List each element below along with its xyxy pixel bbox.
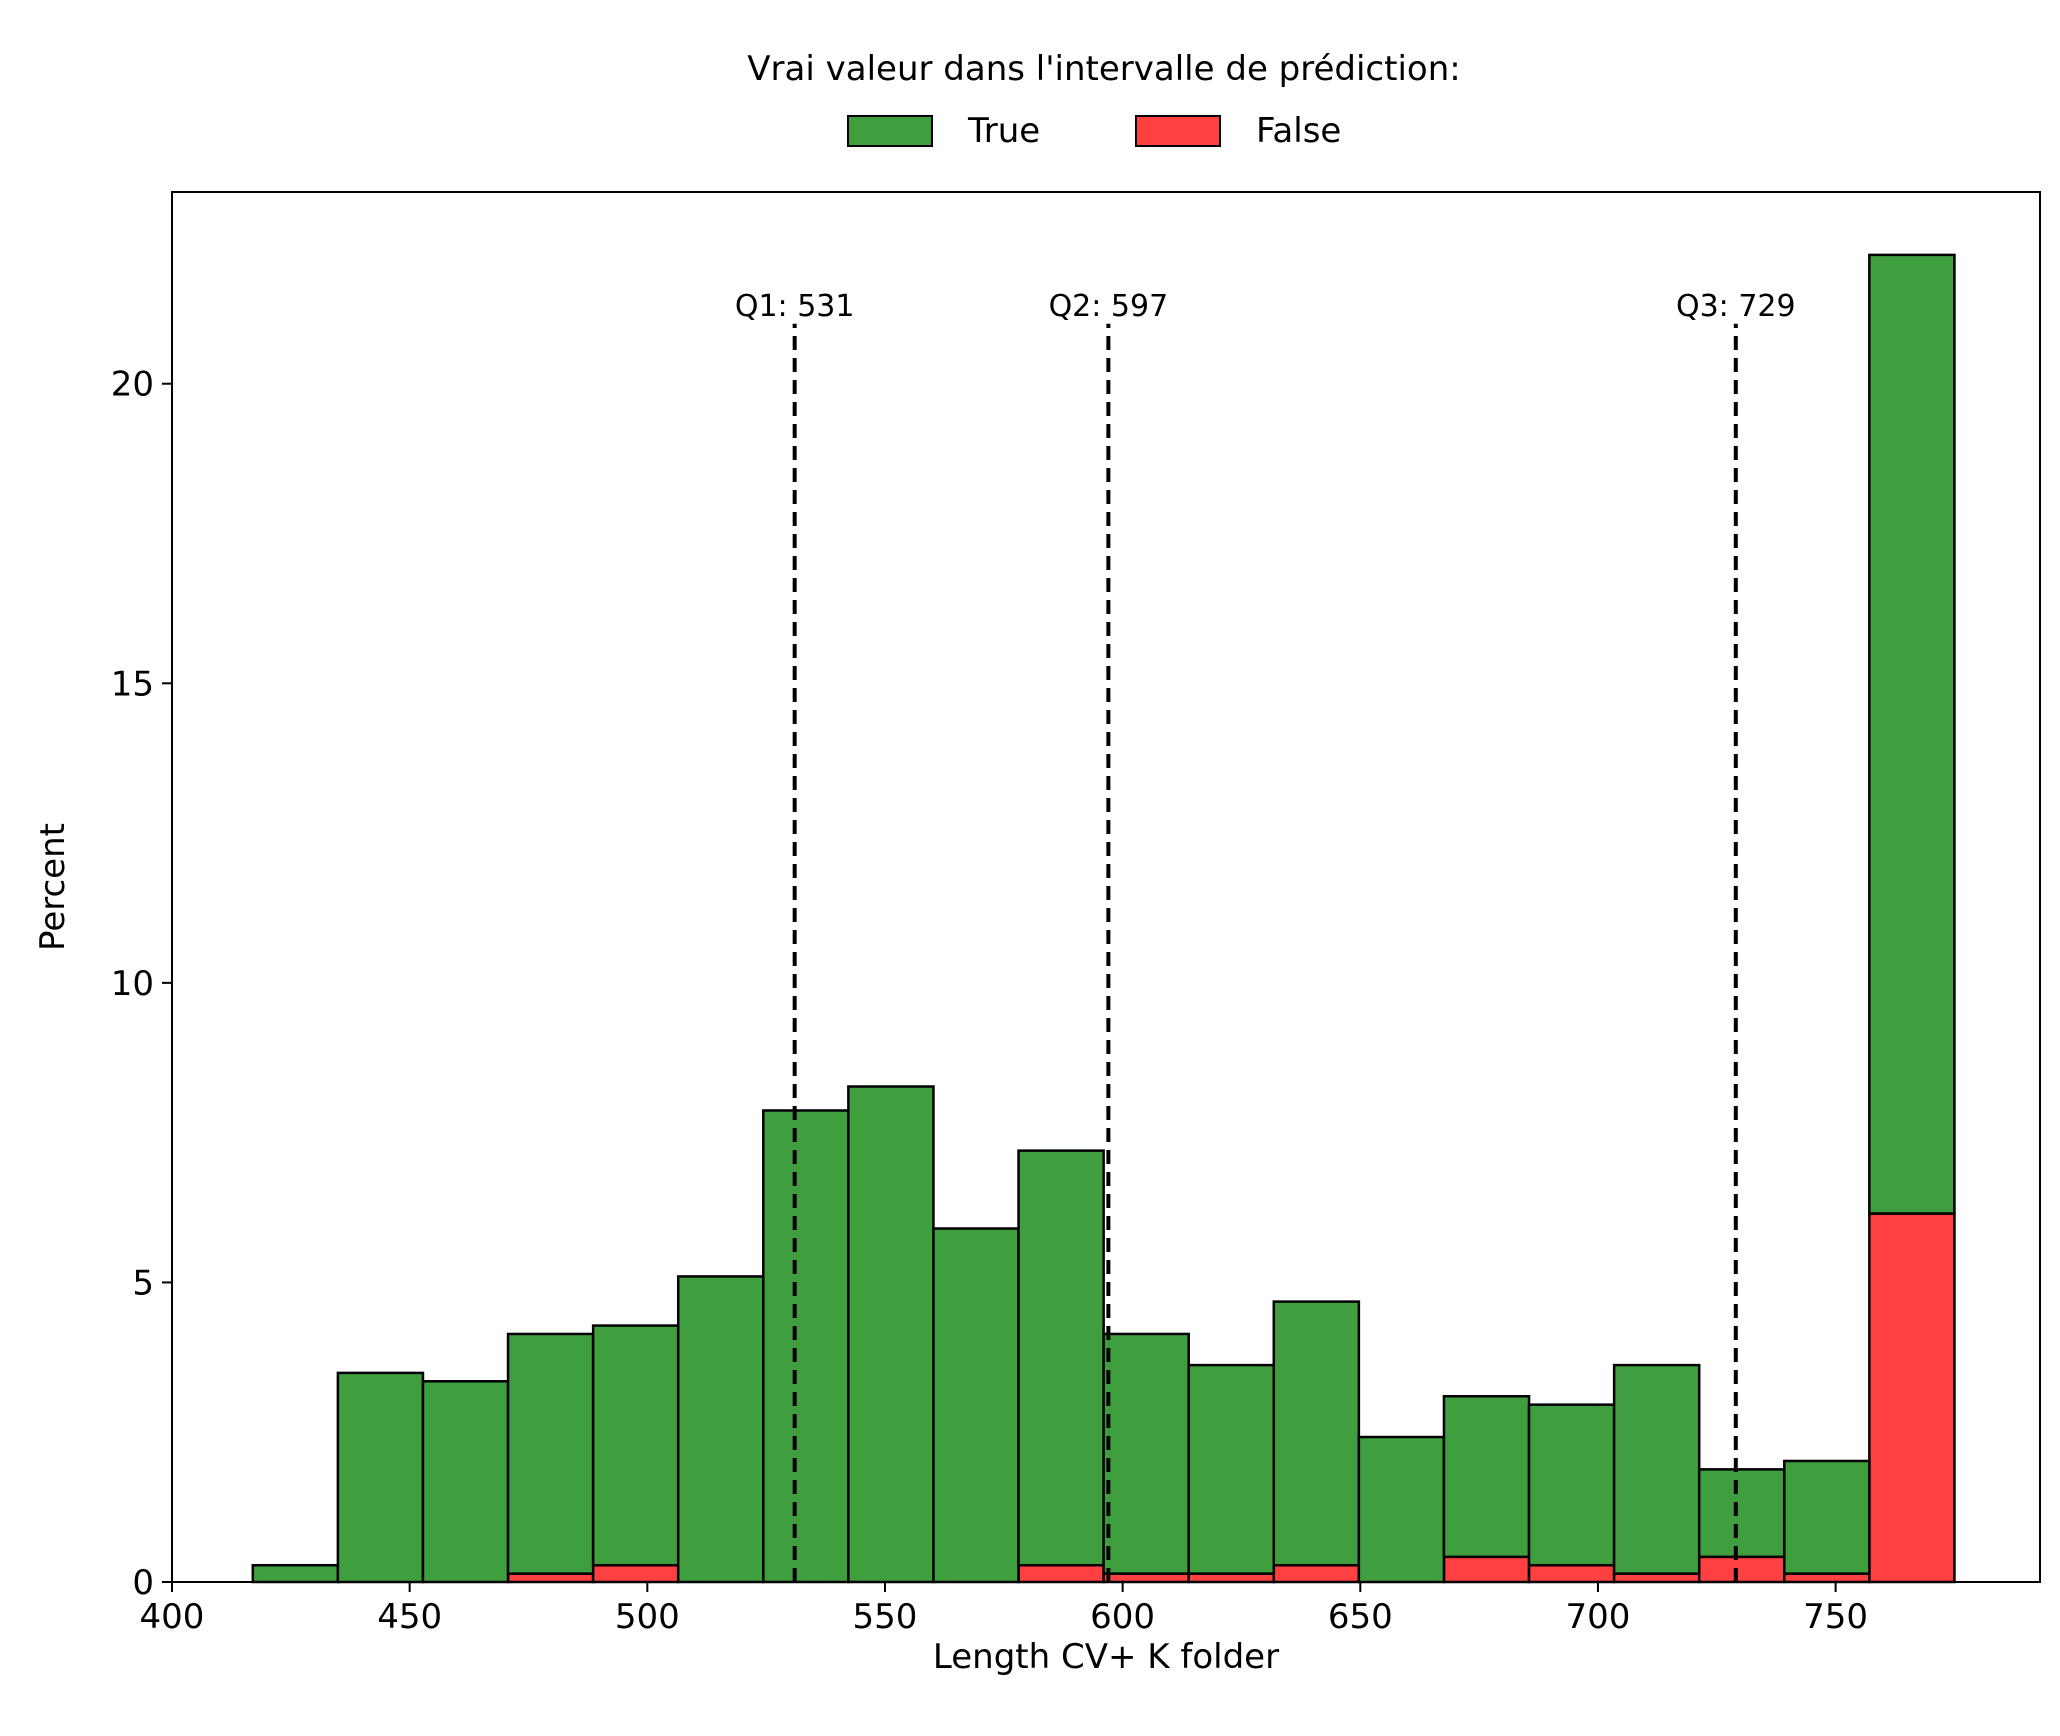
bar-true-6 bbox=[762, 1109, 850, 1584]
legend-swatch-false bbox=[1135, 115, 1221, 147]
x-tick-label: 600 bbox=[1090, 1597, 1155, 1637]
y-tick-label: 0 bbox=[132, 1563, 154, 1603]
quartile-label-1: Q1: 531 bbox=[735, 289, 855, 324]
y-tick-label: 15 bbox=[111, 664, 154, 704]
bar-true-9 bbox=[1017, 1149, 1105, 1567]
y-tick-label: 5 bbox=[132, 1263, 154, 1303]
bar-true-4 bbox=[591, 1324, 680, 1567]
bar-false-12 bbox=[1272, 1563, 1361, 1584]
bar-true-19 bbox=[1868, 253, 1956, 1215]
bar-false-16 bbox=[1612, 1572, 1701, 1584]
x-axis-ticks: 400 450 500 550 600 650 700 750 bbox=[140, 1582, 1868, 1637]
x-tick-label: 750 bbox=[1803, 1597, 1868, 1637]
bar-false-9 bbox=[1017, 1563, 1105, 1584]
bar-true-5 bbox=[676, 1275, 765, 1584]
bar-true-12 bbox=[1272, 1300, 1361, 1567]
bar-false-15 bbox=[1527, 1563, 1616, 1584]
x-tick-label: 450 bbox=[377, 1597, 442, 1637]
bars-group bbox=[251, 253, 1956, 1584]
bar-true-2 bbox=[421, 1380, 510, 1584]
x-tick-label: 650 bbox=[1328, 1597, 1393, 1637]
bar-true-13 bbox=[1357, 1435, 1446, 1584]
x-tick-label: 400 bbox=[140, 1597, 205, 1637]
bar-true-3 bbox=[506, 1332, 595, 1575]
bar-false-18 bbox=[1783, 1572, 1871, 1584]
bar-true-17 bbox=[1697, 1468, 1786, 1559]
legend-swatch-true bbox=[847, 115, 933, 147]
bar-false-10 bbox=[1102, 1572, 1190, 1584]
x-tick-label: 550 bbox=[853, 1597, 918, 1637]
bar-true-1 bbox=[336, 1371, 425, 1584]
bar-true-7 bbox=[847, 1085, 935, 1584]
legend-label-false: False bbox=[1256, 111, 1341, 151]
bar-true-8 bbox=[932, 1227, 1020, 1584]
bar-false-17 bbox=[1697, 1555, 1786, 1584]
legend-label-true: True bbox=[967, 111, 1040, 151]
bar-true-14 bbox=[1442, 1395, 1531, 1559]
legend: Vrai valeur dans l'intervalle de prédict… bbox=[747, 49, 1460, 151]
bar-true-15 bbox=[1527, 1403, 1616, 1567]
bar-true-10 bbox=[1102, 1332, 1190, 1575]
bar-false-4 bbox=[591, 1563, 680, 1584]
quartile-label-2: Q2: 597 bbox=[1049, 289, 1169, 324]
x-tick-label: 700 bbox=[1566, 1597, 1631, 1637]
y-tick-label: 10 bbox=[111, 964, 154, 1004]
quartile-label-3: Q3: 729 bbox=[1676, 289, 1796, 324]
bar-true-11 bbox=[1187, 1363, 1276, 1575]
quartile-lines-group: Q1: 531 Q2: 597 Q3: 729 bbox=[735, 289, 1796, 1582]
y-tick-label: 20 bbox=[111, 365, 154, 405]
bar-true-0 bbox=[251, 1563, 340, 1584]
plot-frame bbox=[171, 191, 2041, 1583]
x-axis-label: Length CV+ K folder bbox=[933, 1637, 1279, 1677]
bar-true-16 bbox=[1612, 1363, 1701, 1575]
y-axis-label: Percent bbox=[33, 823, 73, 951]
legend-title: Vrai valeur dans l'intervalle de prédict… bbox=[747, 49, 1460, 89]
bar-false-14 bbox=[1442, 1555, 1531, 1584]
bar-false-11 bbox=[1187, 1572, 1276, 1584]
bar-false-3 bbox=[506, 1572, 595, 1584]
x-tick-label: 500 bbox=[615, 1597, 680, 1637]
bar-true-18 bbox=[1783, 1459, 1871, 1575]
y-axis-ticks: 0 5 10 15 20 bbox=[111, 365, 172, 1603]
bar-false-19 bbox=[1868, 1212, 1956, 1584]
